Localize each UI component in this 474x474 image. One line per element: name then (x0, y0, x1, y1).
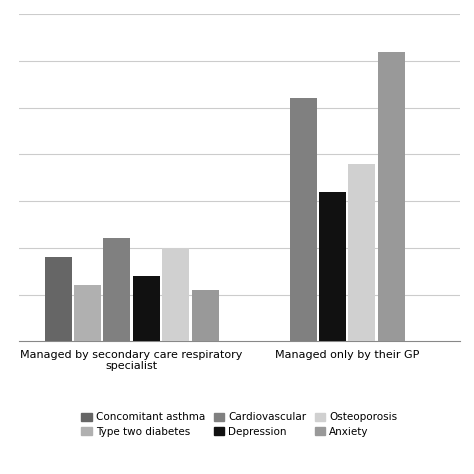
Bar (378, 52, 405, 341)
Bar (191, 290, 219, 341)
Bar (290, 98, 317, 341)
Bar (103, 238, 130, 341)
Bar (319, 192, 346, 341)
Bar (74, 285, 101, 341)
Bar (348, 164, 375, 341)
Bar (162, 248, 189, 341)
Legend: Concomitant asthma, Type two diabetes, Cardiovascular, Depression, Osteoporosis,: Concomitant asthma, Type two diabetes, C… (77, 408, 401, 441)
Bar (133, 276, 160, 341)
Bar (45, 257, 72, 341)
